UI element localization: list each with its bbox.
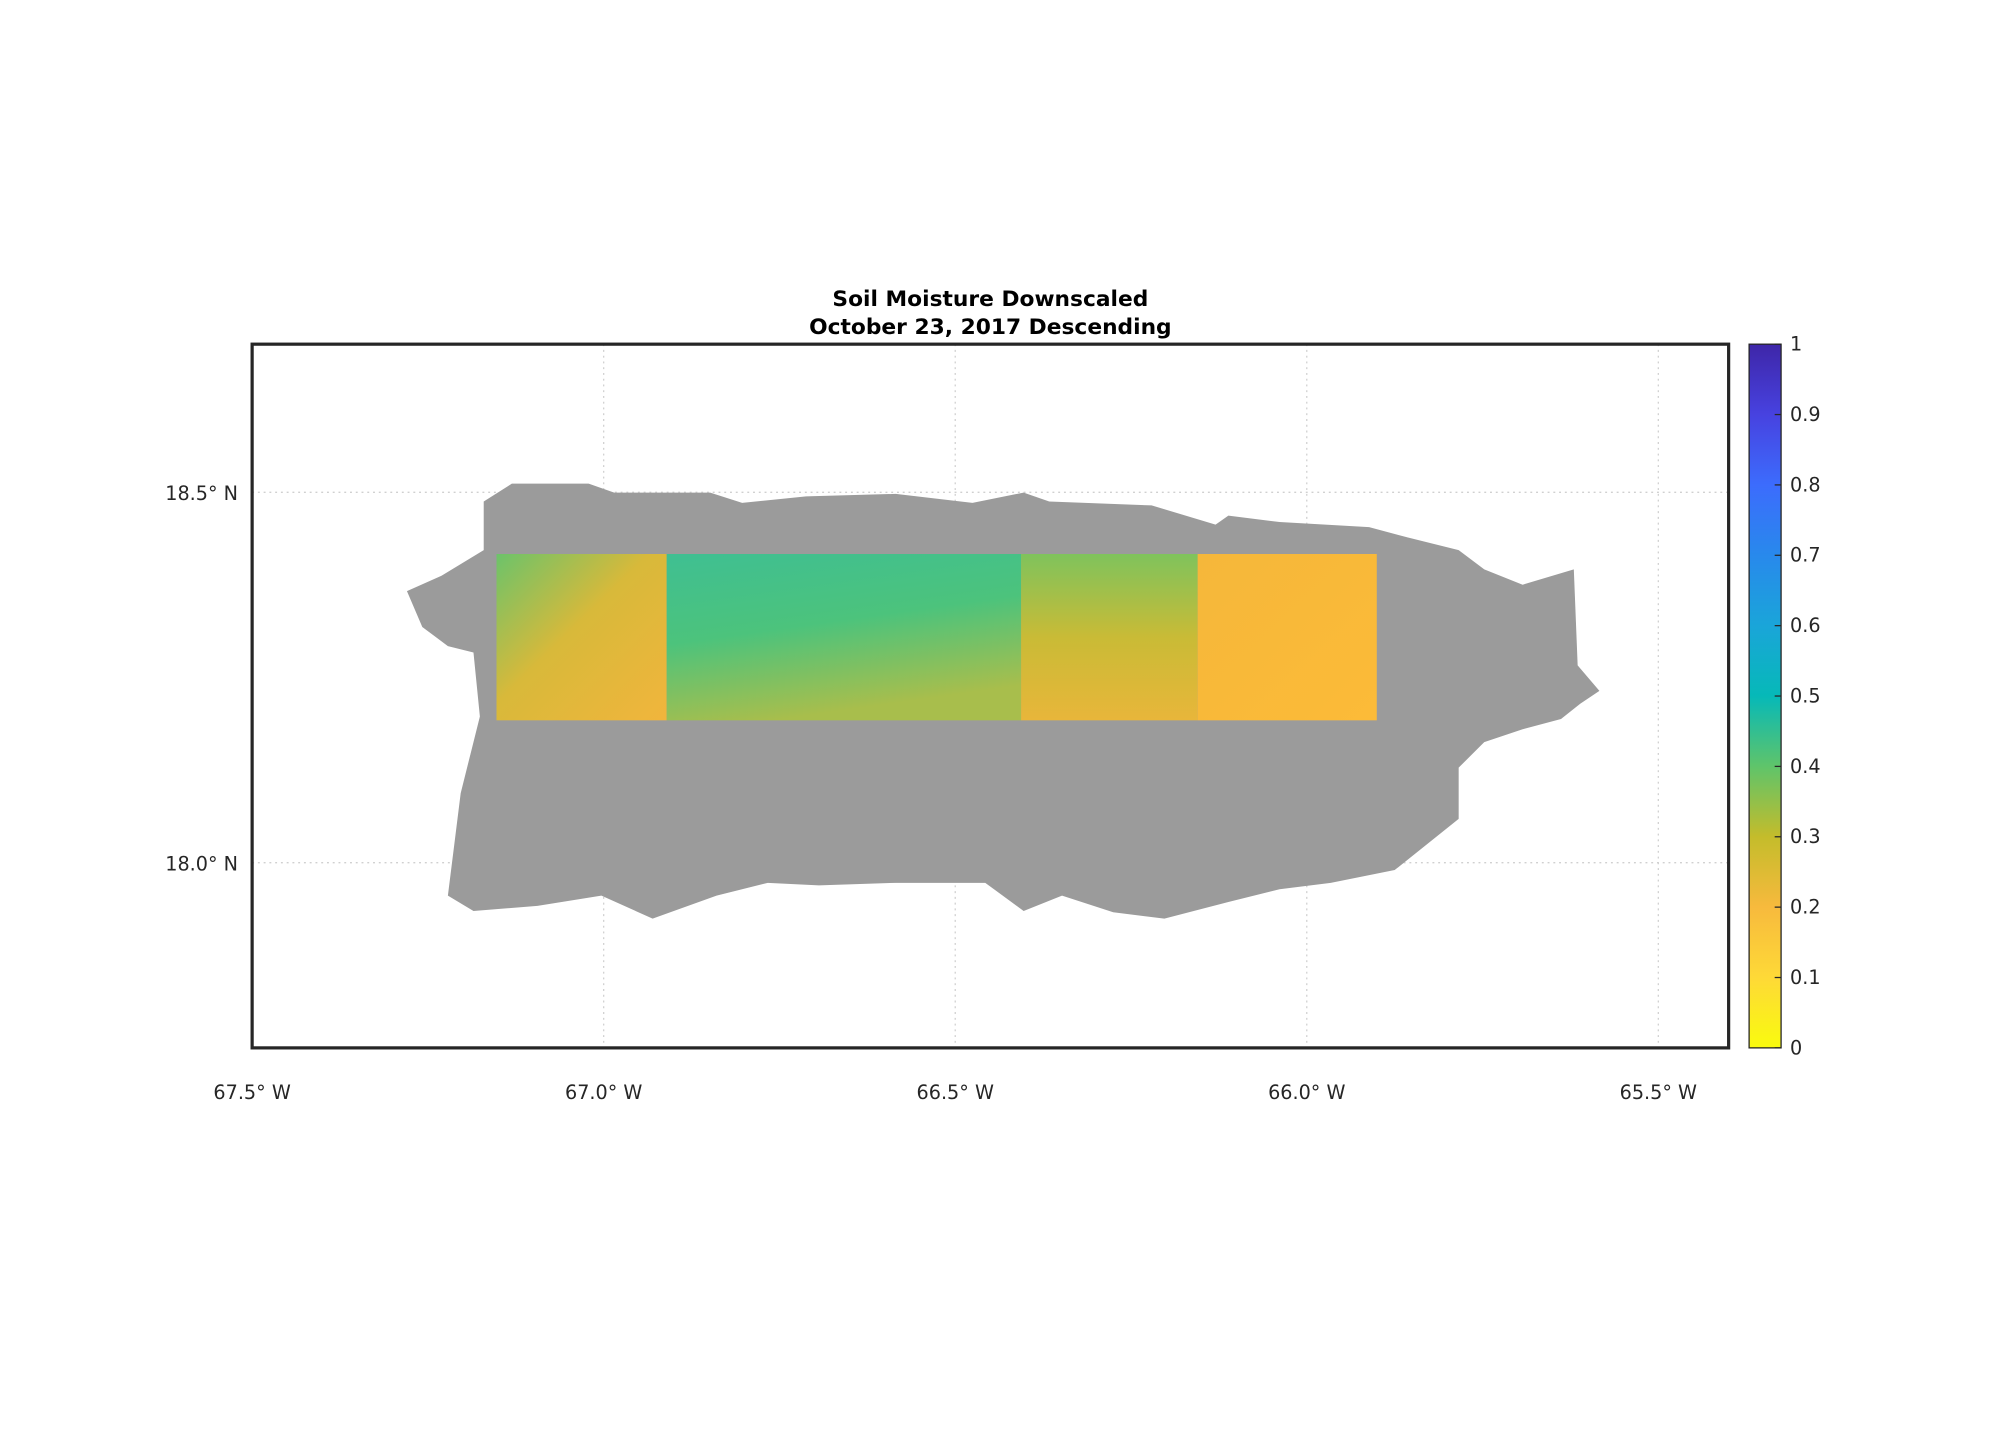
axes-box <box>250 342 1731 1050</box>
subtitle: October 23, 2017 Descending <box>809 315 1172 340</box>
x-tick-label: 65.5° W <box>1620 1081 1697 1104</box>
colorbar-tick-label: 0.1 <box>1790 966 1821 989</box>
swath <box>496 554 667 721</box>
x-tick-label: 67.5° W <box>213 1081 290 1104</box>
swath <box>1021 554 1198 721</box>
title: Soil Moisture Downscaled <box>832 287 1148 312</box>
swath <box>1197 554 1377 721</box>
x-tick-label: 66.0° W <box>1268 1081 1345 1104</box>
colorbar-tick-label: 0.8 <box>1790 473 1821 496</box>
colorbar-tick-label: 1 <box>1790 333 1802 356</box>
x-tick-label: 67.0° W <box>565 1081 642 1104</box>
colorbar-tick-label: 0.6 <box>1790 614 1821 637</box>
colorbar-tick-label: 0.7 <box>1790 544 1821 567</box>
colorbar-tick-label: 0.9 <box>1790 403 1821 426</box>
colorbar-tick-label: 0.2 <box>1790 896 1821 919</box>
colorbar-tick-label: 0.3 <box>1790 825 1821 848</box>
colorbar-tick-label: 0.5 <box>1790 684 1821 707</box>
x-tick-label: 66.5° W <box>917 1081 994 1104</box>
colorbar-tick-label: 0 <box>1790 1036 1802 1059</box>
y-tick-label: 18.0° N <box>165 852 238 875</box>
y-tick-label: 18.5° N <box>165 482 238 505</box>
swath <box>666 554 1022 721</box>
colorbar-tick-label: 0.4 <box>1790 755 1821 778</box>
